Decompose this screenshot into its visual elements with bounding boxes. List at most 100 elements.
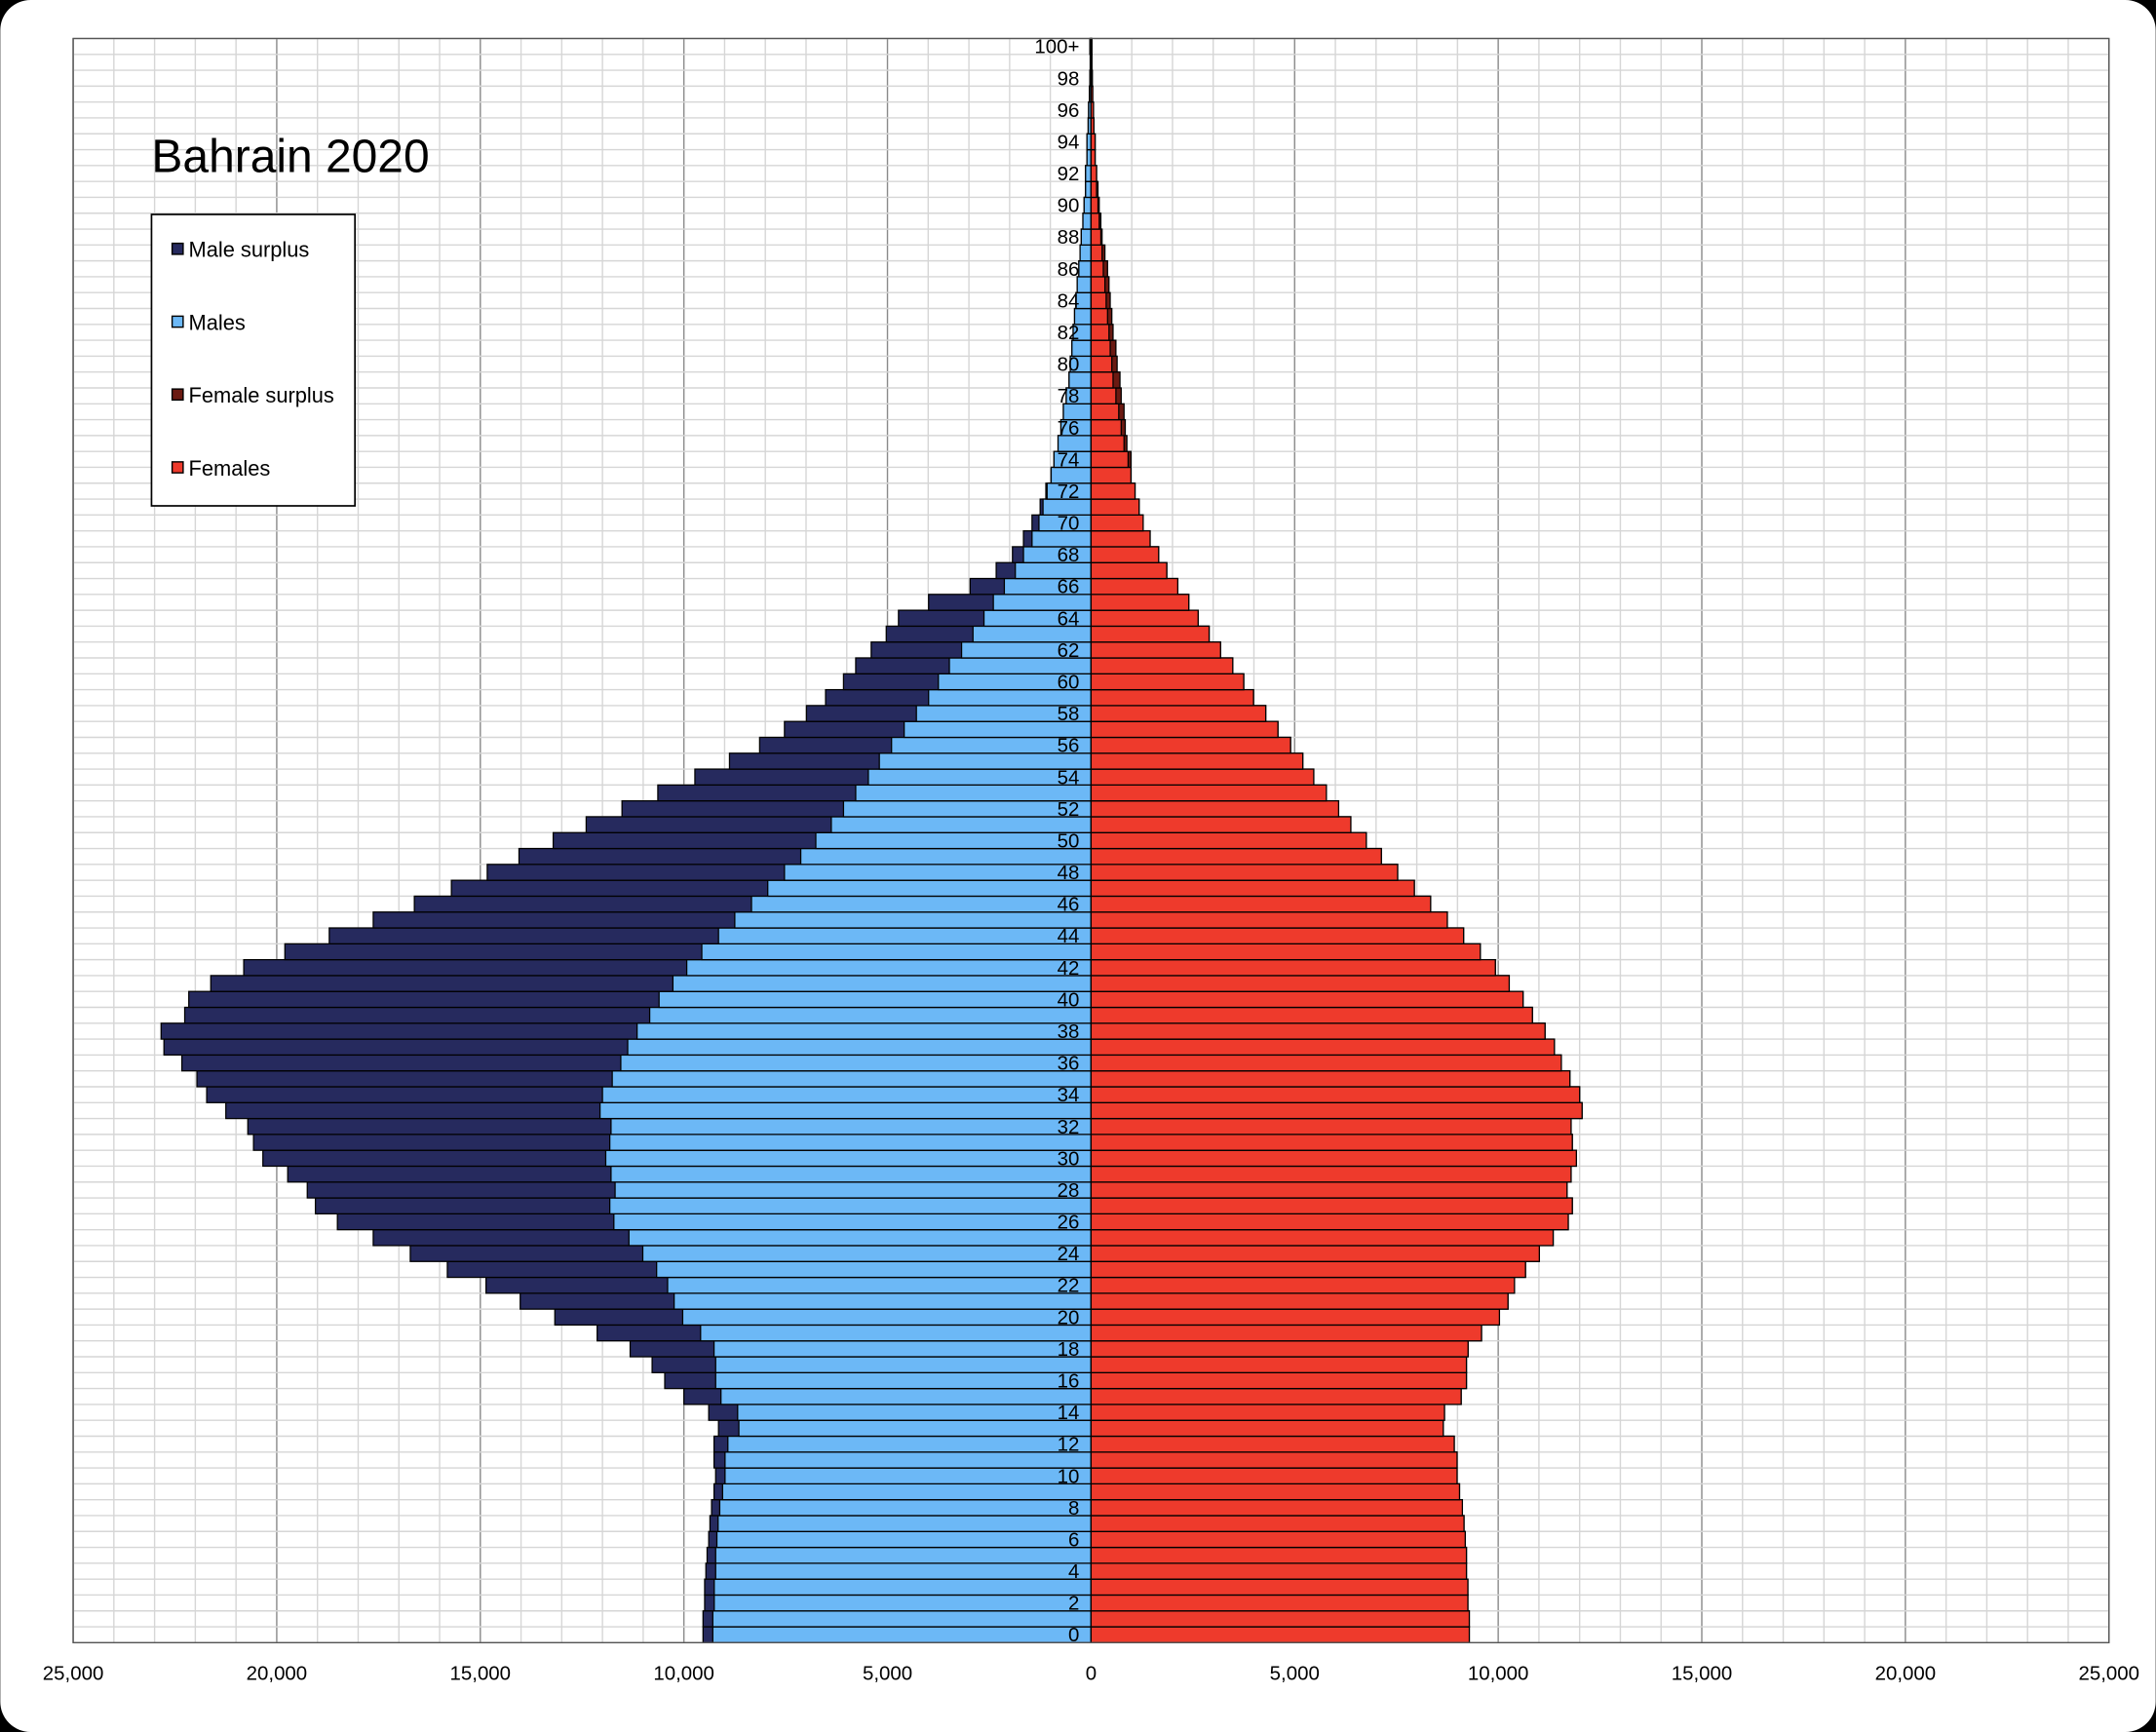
female-bar <box>1090 1594 1469 1612</box>
legend-box <box>150 213 357 507</box>
age-label: 34 <box>1058 1084 1080 1106</box>
female-bar <box>1090 244 1103 262</box>
age-label: 52 <box>1058 798 1080 821</box>
female-bar <box>1090 1499 1464 1517</box>
female-bar <box>1090 1260 1526 1279</box>
female-bar <box>1090 673 1245 691</box>
female-bar <box>1090 990 1524 1009</box>
age-label: 24 <box>1058 1243 1080 1265</box>
female-bar <box>1090 69 1094 88</box>
female-bar <box>1090 1404 1445 1421</box>
male-bar <box>718 1499 1093 1517</box>
male-bar <box>681 1308 1093 1327</box>
male-bar <box>1078 259 1093 278</box>
female-bar <box>1090 958 1496 977</box>
female-bar <box>1090 561 1168 580</box>
female-bar <box>1090 1181 1568 1199</box>
female-bar <box>1090 133 1097 151</box>
female-bar <box>1090 943 1482 961</box>
female-bar <box>1090 180 1097 199</box>
male-bar <box>667 1276 1093 1294</box>
age-label: 94 <box>1058 131 1080 153</box>
female-bar <box>1090 1387 1462 1405</box>
male-bar <box>712 1610 1093 1628</box>
legend-label: Female surplus <box>189 383 334 407</box>
female-bar <box>1090 307 1108 326</box>
age-label: 76 <box>1058 417 1080 440</box>
female-bar <box>1090 784 1328 802</box>
female-bar <box>1090 530 1151 548</box>
age-label: 36 <box>1058 1053 1080 1075</box>
female-bar <box>1090 1340 1469 1358</box>
female-bar <box>1090 879 1415 898</box>
age-label: 60 <box>1058 672 1080 694</box>
age-label: 18 <box>1058 1338 1080 1361</box>
legend-label: Females <box>189 456 271 481</box>
female-bar <box>1090 1212 1569 1231</box>
female-bar <box>1090 927 1465 944</box>
age-label: 14 <box>1058 1402 1080 1424</box>
legend-swatch <box>171 461 184 474</box>
male-bar <box>641 1245 1093 1262</box>
female-bar <box>1090 609 1199 628</box>
female-bar <box>1090 1197 1573 1214</box>
female-bar <box>1090 1165 1572 1183</box>
male-bar <box>685 958 1093 977</box>
female-bar <box>1090 641 1221 659</box>
female-bar <box>1090 752 1304 770</box>
male-bar <box>738 1419 1093 1438</box>
x-tick-label: 20,000 <box>1875 1662 1937 1684</box>
male-bar <box>712 1626 1093 1643</box>
female-bar <box>1090 450 1130 469</box>
age-label: 70 <box>1058 513 1080 535</box>
female-bar <box>1090 720 1279 739</box>
age-label: 80 <box>1058 354 1080 376</box>
male-bar <box>784 864 1093 881</box>
male-bar <box>713 1594 1093 1612</box>
male-bar <box>1015 561 1093 580</box>
female-bar <box>1090 276 1106 293</box>
age-label: 82 <box>1058 322 1080 344</box>
male-bar <box>734 911 1093 929</box>
female-bar <box>1090 355 1113 373</box>
female-bar <box>1090 482 1136 500</box>
x-tick-label: 10,000 <box>653 1662 714 1684</box>
female-bar <box>1090 847 1382 866</box>
male-bar <box>1085 180 1093 199</box>
female-bar <box>1090 895 1432 913</box>
male-bar <box>608 1197 1093 1214</box>
age-label: 38 <box>1058 1020 1080 1043</box>
female-bar <box>1090 291 1107 310</box>
female-bar <box>1090 831 1367 850</box>
female-bar <box>1090 1324 1482 1342</box>
female-bar <box>1090 371 1114 389</box>
legend-label: Males <box>189 310 246 334</box>
male-bar <box>614 1181 1093 1199</box>
male-bar <box>613 1212 1093 1231</box>
age-label: 28 <box>1058 1179 1080 1202</box>
age-label: 92 <box>1058 163 1080 185</box>
male-bar <box>714 1562 1093 1580</box>
male-bar <box>672 975 1093 992</box>
male-bar <box>724 1451 1093 1469</box>
male-bar <box>767 879 1093 898</box>
male-bar <box>1085 165 1093 182</box>
age-label: 44 <box>1058 925 1080 947</box>
age-label: 32 <box>1058 1116 1080 1138</box>
age-labels: 0246810121416182022242628303234363840424… <box>1034 36 1079 1647</box>
male-bar <box>700 1324 1093 1342</box>
female-bar <box>1090 1292 1509 1310</box>
x-tick-label: 20,000 <box>247 1662 308 1684</box>
female-bar <box>1090 324 1110 341</box>
x-tick-label: 25,000 <box>2078 1662 2139 1684</box>
age-label: 2 <box>1068 1593 1079 1615</box>
female-bar <box>1090 1149 1577 1168</box>
female-bar <box>1090 196 1099 214</box>
female-bar <box>1090 1070 1571 1088</box>
age-label: 42 <box>1058 957 1080 980</box>
female-bar <box>1090 1101 1583 1120</box>
age-label: 22 <box>1058 1275 1080 1297</box>
age-label: 90 <box>1058 195 1080 217</box>
male-bar <box>717 927 1093 944</box>
